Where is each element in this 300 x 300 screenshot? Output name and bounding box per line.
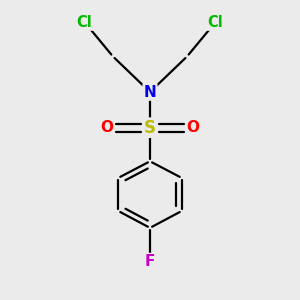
Text: F: F bbox=[145, 254, 155, 269]
Text: O: O bbox=[100, 120, 113, 135]
Text: O: O bbox=[187, 120, 200, 135]
Text: Cl: Cl bbox=[208, 15, 223, 30]
Text: N: N bbox=[144, 85, 156, 100]
Text: S: S bbox=[144, 119, 156, 137]
Text: Cl: Cl bbox=[77, 15, 92, 30]
